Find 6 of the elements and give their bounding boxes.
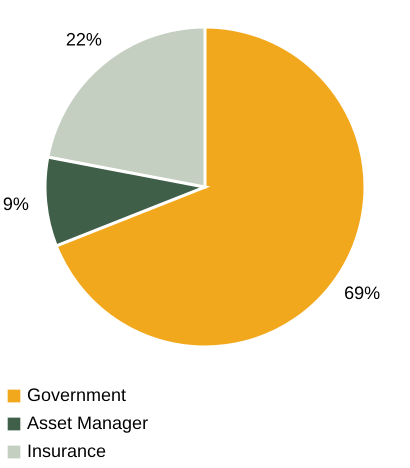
data-label: 69% [344, 282, 380, 303]
legend-label: Insurance [27, 441, 106, 461]
legend-label: Government [27, 385, 126, 405]
data-label: 9% [2, 194, 29, 214]
data-label: 22% [66, 30, 102, 50]
legend-label: Asset Manager [27, 413, 148, 433]
